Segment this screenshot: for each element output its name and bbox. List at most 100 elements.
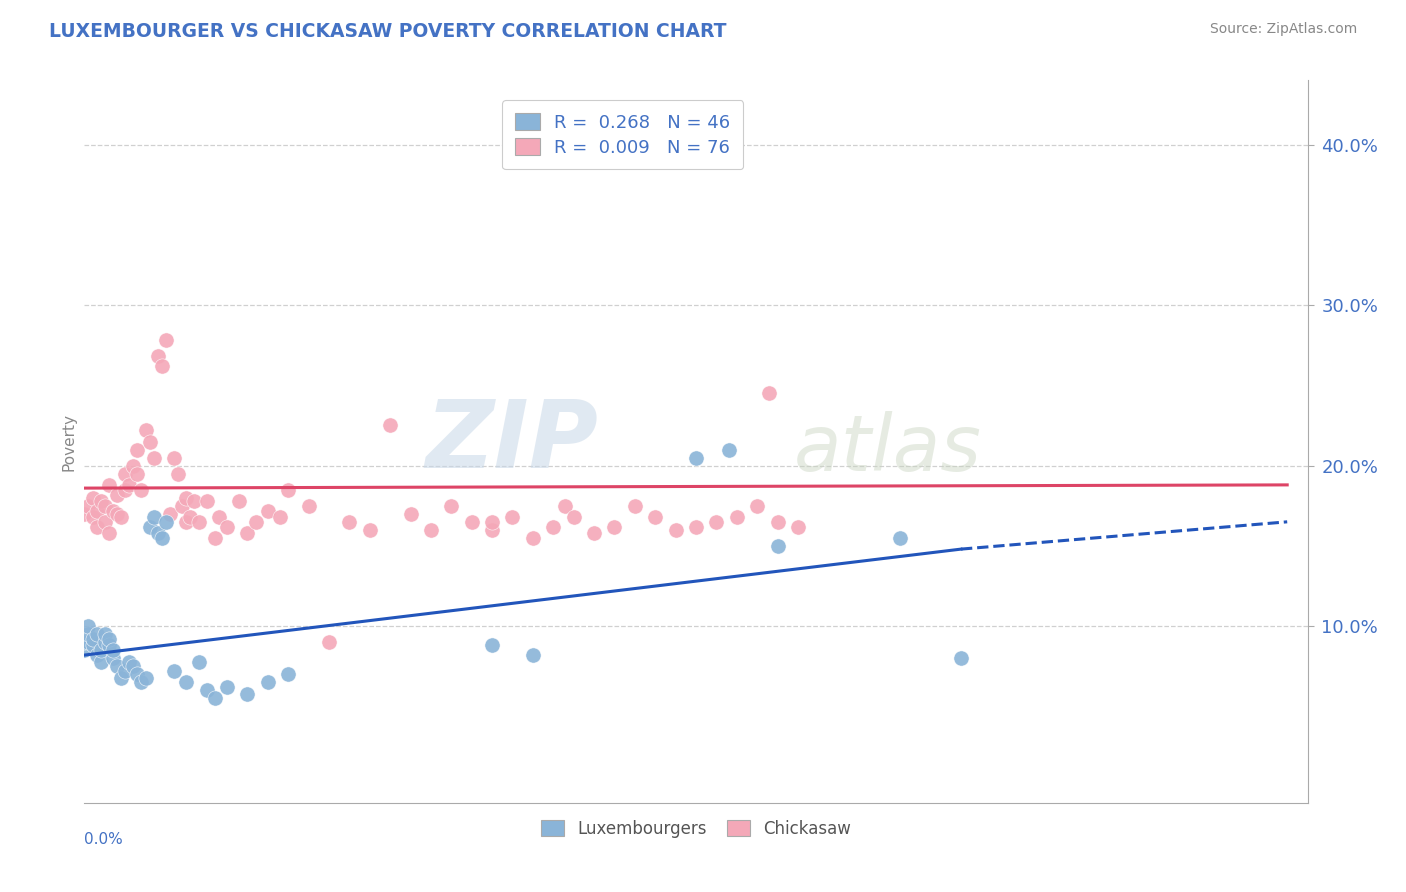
Point bbox=[82, 632, 104, 646]
Point bbox=[380, 418, 402, 433]
Point bbox=[77, 635, 100, 649]
Point bbox=[159, 507, 181, 521]
Point bbox=[359, 523, 381, 537]
Point bbox=[562, 510, 585, 524]
Point bbox=[93, 627, 115, 641]
Point bbox=[97, 526, 120, 541]
Point bbox=[114, 664, 136, 678]
Point bbox=[543, 519, 565, 533]
Point bbox=[142, 510, 165, 524]
Point bbox=[90, 494, 112, 508]
Point bbox=[174, 675, 197, 690]
Text: atlas: atlas bbox=[794, 410, 981, 487]
Point bbox=[554, 499, 576, 513]
Point bbox=[717, 442, 740, 457]
Point bbox=[236, 526, 259, 541]
Point bbox=[118, 478, 141, 492]
Point bbox=[110, 671, 132, 685]
Point bbox=[101, 503, 124, 517]
Point bbox=[758, 386, 780, 401]
Point bbox=[90, 655, 112, 669]
Point bbox=[86, 503, 108, 517]
Point bbox=[706, 515, 728, 529]
Point bbox=[318, 635, 340, 649]
Point bbox=[172, 499, 194, 513]
Point bbox=[77, 499, 100, 513]
Point bbox=[90, 643, 112, 657]
Point bbox=[77, 619, 100, 633]
Point bbox=[73, 635, 96, 649]
Point bbox=[131, 675, 153, 690]
Y-axis label: Poverty: Poverty bbox=[60, 412, 76, 471]
Point bbox=[183, 494, 205, 508]
Point bbox=[163, 664, 186, 678]
Point bbox=[163, 450, 186, 465]
Point bbox=[167, 467, 190, 481]
Point bbox=[135, 671, 157, 685]
Point bbox=[135, 423, 157, 437]
Point bbox=[150, 531, 173, 545]
Point bbox=[208, 510, 231, 524]
Point bbox=[146, 526, 169, 541]
Point bbox=[155, 334, 177, 348]
Point bbox=[174, 515, 197, 529]
Text: LUXEMBOURGER VS CHICKASAW POVERTY CORRELATION CHART: LUXEMBOURGER VS CHICKASAW POVERTY CORREL… bbox=[49, 22, 727, 41]
Point bbox=[269, 510, 291, 524]
Point bbox=[110, 510, 132, 524]
Point bbox=[420, 523, 443, 537]
Point bbox=[725, 510, 748, 524]
Point bbox=[127, 467, 149, 481]
Point bbox=[174, 491, 197, 505]
Point bbox=[131, 483, 153, 497]
Legend: Luxembourgers, Chickasaw: Luxembourgers, Chickasaw bbox=[533, 812, 859, 847]
Point bbox=[97, 478, 120, 492]
Point bbox=[204, 691, 226, 706]
Point bbox=[73, 507, 96, 521]
Text: Source: ZipAtlas.com: Source: ZipAtlas.com bbox=[1209, 22, 1357, 37]
Point bbox=[204, 531, 226, 545]
Point bbox=[179, 510, 201, 524]
Point bbox=[101, 643, 124, 657]
Point bbox=[73, 643, 96, 657]
Point bbox=[339, 515, 361, 529]
Point bbox=[187, 655, 209, 669]
Point bbox=[93, 635, 115, 649]
Point bbox=[481, 523, 503, 537]
Point bbox=[155, 515, 177, 529]
Point bbox=[86, 519, 108, 533]
Point bbox=[82, 510, 104, 524]
Point bbox=[187, 515, 209, 529]
Point bbox=[105, 487, 128, 501]
Point bbox=[481, 515, 503, 529]
Point bbox=[86, 627, 108, 641]
Point bbox=[257, 503, 280, 517]
Point bbox=[787, 519, 810, 533]
Point bbox=[766, 515, 789, 529]
Point bbox=[583, 526, 606, 541]
Point bbox=[146, 350, 169, 364]
Text: ZIP: ZIP bbox=[425, 395, 598, 488]
Point bbox=[150, 359, 173, 373]
Point bbox=[644, 510, 666, 524]
Point bbox=[97, 632, 120, 646]
Point bbox=[685, 450, 707, 465]
Point bbox=[82, 639, 104, 653]
Point bbox=[138, 519, 160, 533]
Point bbox=[105, 507, 128, 521]
Point bbox=[97, 639, 120, 653]
Point bbox=[889, 531, 911, 545]
Point bbox=[118, 655, 141, 669]
Point bbox=[950, 651, 973, 665]
Point bbox=[114, 467, 136, 481]
Point bbox=[142, 450, 165, 465]
Point bbox=[399, 507, 422, 521]
Point bbox=[114, 483, 136, 497]
Point bbox=[195, 494, 218, 508]
Point bbox=[127, 667, 149, 681]
Point bbox=[217, 519, 239, 533]
Point bbox=[522, 531, 544, 545]
Point bbox=[122, 458, 145, 473]
Point bbox=[685, 519, 707, 533]
Point bbox=[277, 667, 299, 681]
Point bbox=[603, 519, 626, 533]
